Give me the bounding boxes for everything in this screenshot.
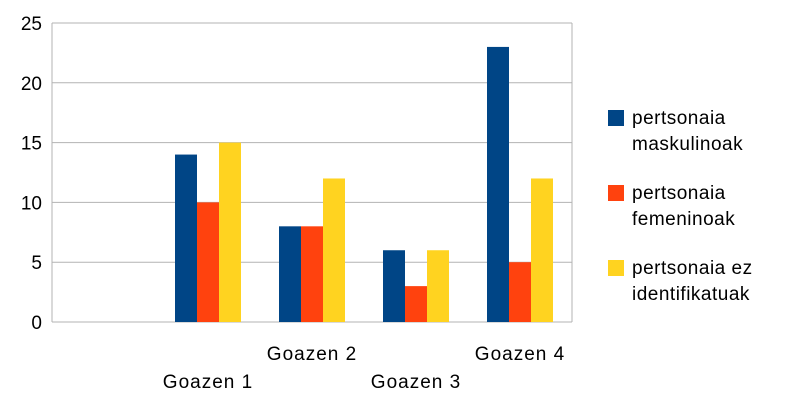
bar	[301, 226, 323, 322]
bar	[405, 286, 427, 322]
bar	[383, 250, 405, 322]
y-tick-label: 0	[31, 313, 42, 334]
y-tick-label: 10	[21, 193, 42, 214]
bar	[427, 250, 449, 322]
bars	[175, 46, 553, 323]
legend-swatch	[608, 185, 624, 201]
y-tick-label: 25	[21, 14, 42, 35]
bar	[509, 262, 531, 322]
legend: pertsonaia maskulinoak pertsonaia femeninoa…	[608, 108, 753, 305]
bar	[219, 142, 241, 322]
bar	[531, 178, 553, 322]
legend-label: pertsonaia maskulinoak	[632, 108, 743, 155]
x-category-label: Goazen 2	[267, 344, 357, 365]
bar	[197, 202, 219, 322]
y-tick-label: 20	[21, 74, 42, 95]
legend-label: pertsonaia ez identifikatuak	[632, 258, 753, 305]
x-category-label: Goazen 4	[475, 344, 565, 365]
y-tick-labels: 0 5 10 15 20 25	[21, 14, 42, 334]
y-tick-label: 15	[21, 134, 42, 155]
bar	[175, 154, 197, 322]
x-category-label: Goazen 1	[163, 372, 253, 393]
bar	[279, 226, 301, 322]
bar	[487, 46, 509, 323]
gridlines	[52, 22, 572, 263]
y-tick-label: 5	[31, 253, 42, 274]
x-category-label: Goazen 3	[371, 372, 461, 393]
legend-swatch	[608, 260, 624, 276]
bar	[323, 178, 345, 322]
legend-label: pertsonaia femeninoak	[632, 183, 735, 230]
legend-swatch	[608, 110, 624, 126]
x-category-labels: Goazen 1 Goazen 2 Goazen 3 Goazen 4	[163, 344, 565, 393]
